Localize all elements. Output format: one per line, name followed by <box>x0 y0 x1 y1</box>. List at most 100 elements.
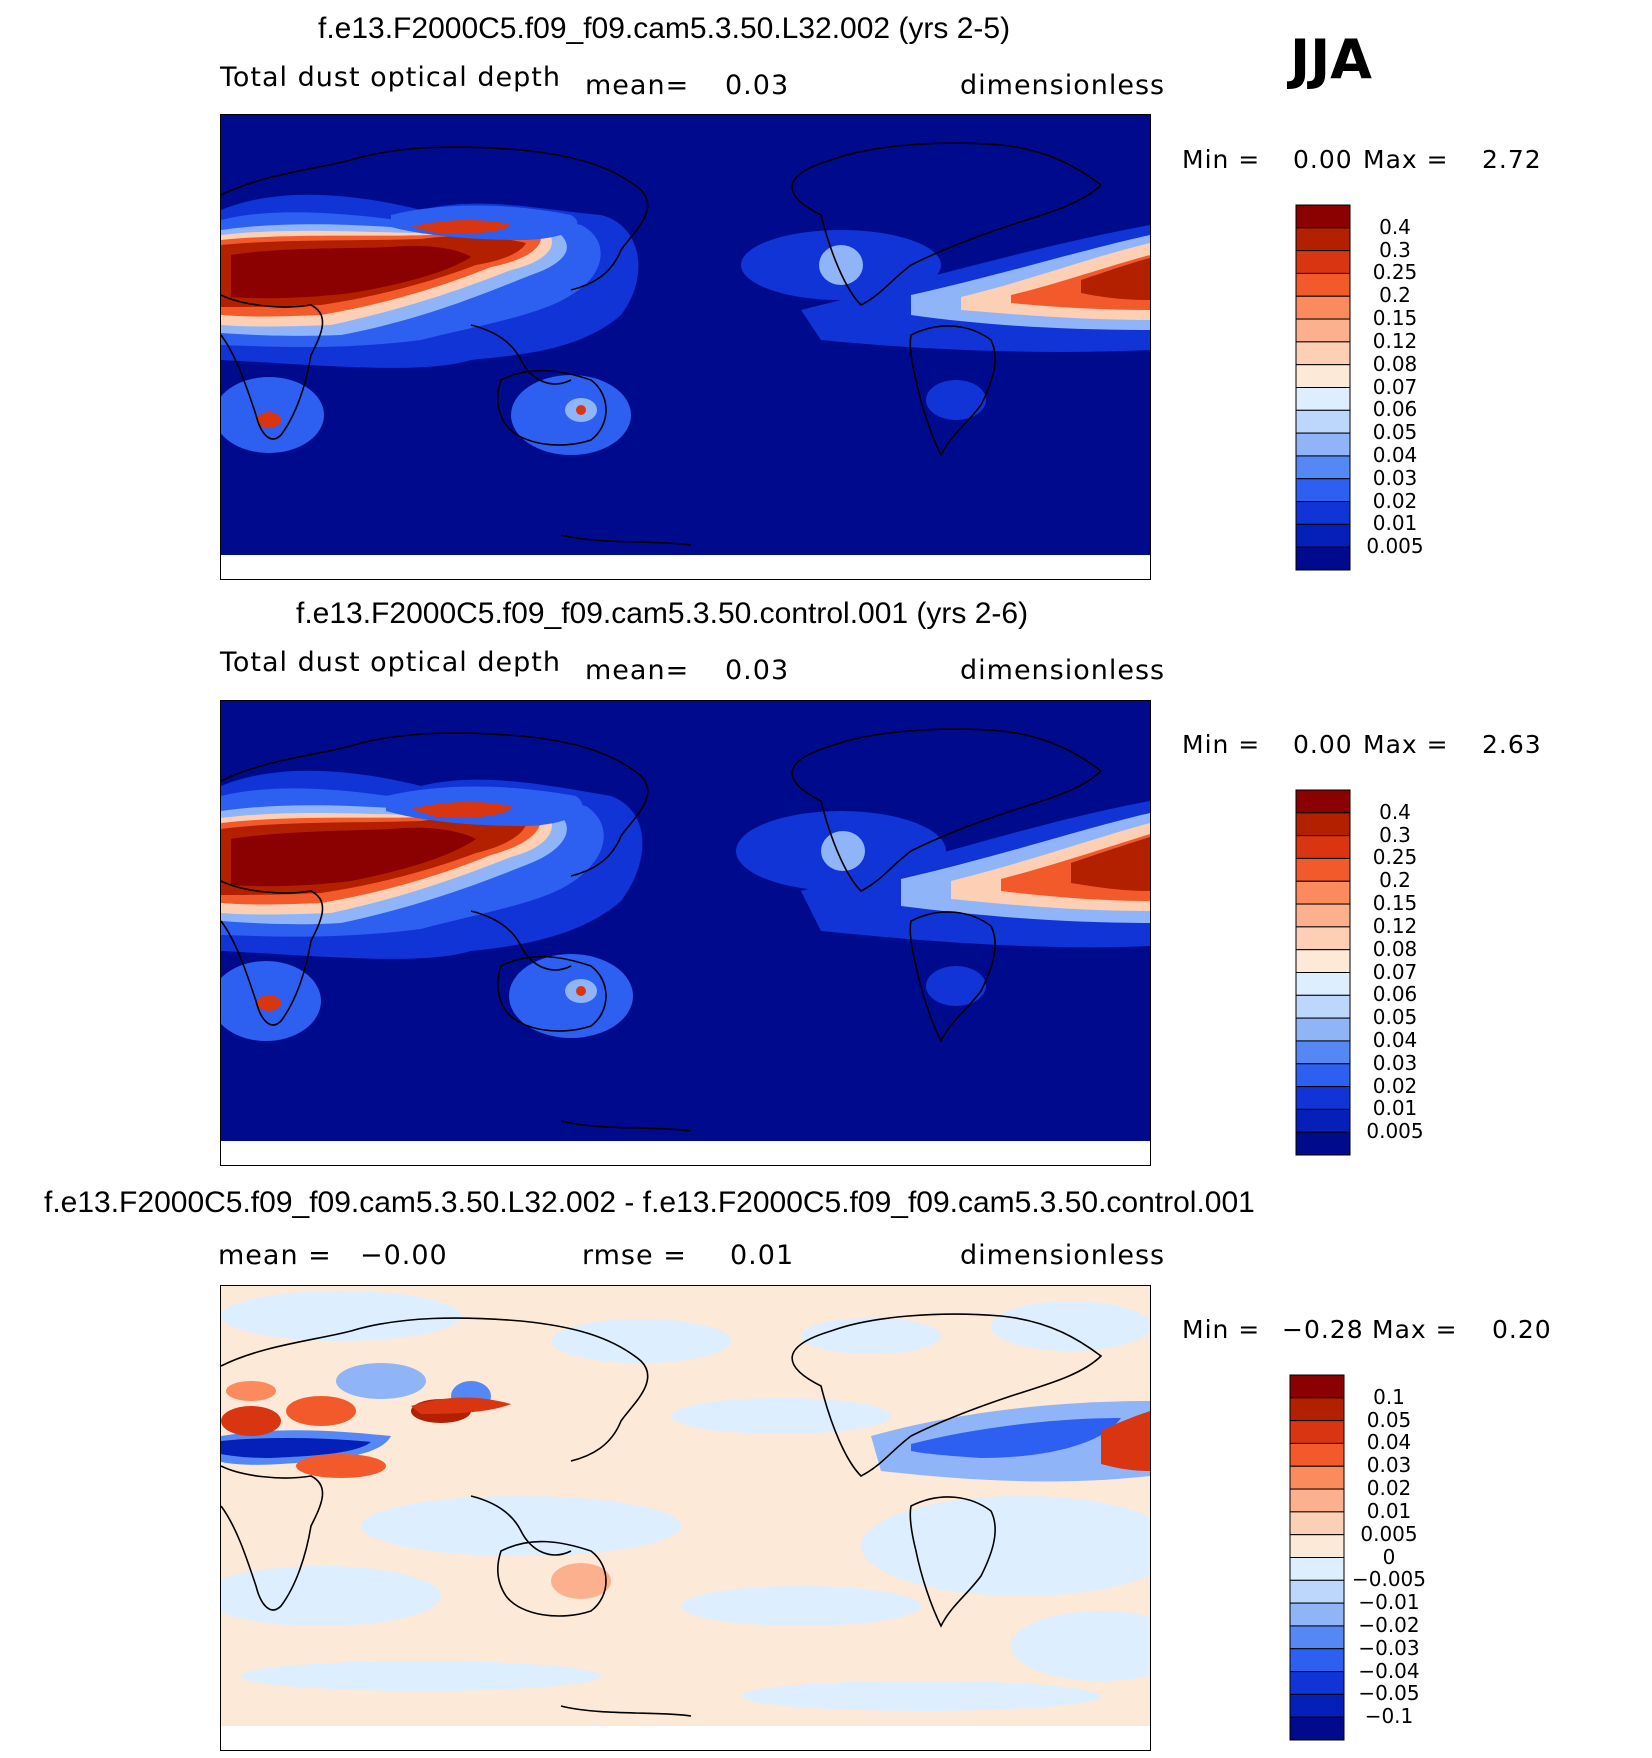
colorbar-swatch <box>1295 250 1351 274</box>
panel-2-title: f.e13.F2000C5.f09_f09.cam5.3.50.control.… <box>296 597 1029 630</box>
panel-1-title: f.e13.F2000C5.f09_f09.cam5.3.50.L32.002 … <box>318 12 1011 45</box>
colorbar-swatch <box>1295 546 1351 571</box>
panel-1-australia-peak <box>576 405 586 415</box>
colorbar-level-label: 0.25 <box>1372 260 1418 285</box>
colorbar-level-label: 0.08 <box>1372 351 1418 376</box>
colorbar-swatch <box>1295 227 1351 252</box>
colorbar-swatch <box>1289 1625 1345 1650</box>
panel-1-min-value: 0.00 <box>1293 145 1353 174</box>
colorbar-swatch <box>1295 364 1351 388</box>
panel-2-min-label: Min = <box>1182 730 1261 759</box>
panel-1-min-label: Min = <box>1182 145 1261 174</box>
colorbar-level-label: −0.03 <box>1358 1635 1420 1660</box>
panel-3-positive-4 <box>296 1454 386 1478</box>
panel-2-plume-core <box>231 827 476 887</box>
colorbar-level-label: 0.04 <box>1366 1430 1412 1455</box>
colorbar-swatch <box>1295 295 1351 320</box>
panel-1-namerica-core <box>819 245 863 285</box>
colorbar-level-label: 0.02 <box>1372 488 1418 513</box>
colorbar-level-label: 0.3 <box>1379 237 1411 262</box>
panel-3-atlantic-positive <box>1101 1411 1150 1471</box>
colorbar-level-label: 0.2 <box>1379 283 1411 308</box>
panel-3-title: f.e13.F2000C5.f09_f09.cam5.3.50.L32.002 … <box>44 1186 1255 1219</box>
colorbar-swatch <box>1289 1557 1345 1581</box>
colorbar-level-label: −0.04 <box>1358 1658 1420 1683</box>
colorbar-swatch <box>1295 455 1351 480</box>
colorbar-level-label: 0.03 <box>1372 1050 1418 1075</box>
colorbar-swatch <box>1289 1534 1345 1558</box>
colorbar-swatch <box>1295 341 1351 366</box>
colorbar-swatch <box>1295 1063 1351 1088</box>
panel-3-negative-small <box>221 1291 1150 1711</box>
colorbar-swatch <box>1289 1602 1345 1627</box>
colorbar-swatch <box>1289 1716 1345 1741</box>
colorbar-level-label: 0.15 <box>1372 891 1418 916</box>
colorbar-level-label: 0.05 <box>1372 1005 1418 1030</box>
panel-2-min-value: 0.00 <box>1293 730 1353 759</box>
colorbar-level-label: −0.05 <box>1358 1681 1420 1706</box>
colorbar-swatch <box>1295 835 1351 859</box>
panel-2-australia-peak <box>576 986 586 996</box>
panel-2-gobi-core <box>411 802 513 818</box>
panel-2-mean-label: mean= <box>585 655 690 686</box>
panel-3-max-value: 0.20 <box>1492 1315 1552 1344</box>
colorbar-swatch <box>1289 1648 1345 1673</box>
colorbar-swatch <box>1295 880 1351 905</box>
panel-1-max-label: Max = <box>1363 145 1449 174</box>
panel-3-gobi-positive <box>411 1397 511 1414</box>
colorbar-level-label: 0.4 <box>1379 799 1411 824</box>
colorbar-level-label: 0.3 <box>1379 822 1411 847</box>
panel-2-map <box>220 700 1151 1166</box>
colorbar-swatch <box>1289 1397 1345 1422</box>
panel-3-min-label: Min = <box>1182 1315 1261 1344</box>
colorbar-swatch <box>1289 1442 1345 1467</box>
season-label: JJA <box>1290 28 1372 91</box>
colorbar-level-label: 0.02 <box>1372 1073 1418 1098</box>
panel-2-colorbar: 0.4 0.3 0.25 0.2 0.15 0.12 0.08 0.07 0.06 0.05 0.0… <box>1295 789 1424 1156</box>
colorbar-level-label: 0.4 <box>1379 214 1411 239</box>
colorbar-swatch <box>1295 204 1351 229</box>
colorbar-level-label: −0.1 <box>1364 1704 1414 1729</box>
panel-3-colorbar: 0.1 0.05 0.04 0.03 0.02 0.01 0.005 0 −0.005 −0.01… <box>1289 1374 1426 1741</box>
colorbar-level-label: 0.03 <box>1372 465 1418 490</box>
colorbar-swatch <box>1289 1579 1345 1604</box>
colorbar-swatch <box>1289 1488 1345 1513</box>
panel-1-units: dimensionless <box>960 70 1166 101</box>
panel-3-asia-negative <box>336 1363 426 1399</box>
panel-1-mean-value: 0.03 <box>725 70 790 101</box>
panel-3-mean-label: mean = <box>218 1240 332 1271</box>
panel-2-units: dimensionless <box>960 655 1166 686</box>
colorbar-swatch <box>1289 1374 1345 1399</box>
colorbar-level-label: 0.12 <box>1372 328 1418 353</box>
colorbar-swatch <box>1295 318 1351 343</box>
colorbar-swatch <box>1295 432 1351 457</box>
colorbar-level-label: 0.01 <box>1372 511 1418 536</box>
colorbar-swatch <box>1295 1086 1351 1110</box>
colorbar-swatch <box>1289 1420 1345 1444</box>
colorbar-swatch <box>1289 1671 1345 1695</box>
colorbar-level-label: 0.07 <box>1372 959 1418 984</box>
colorbar-swatch <box>1289 1693 1345 1718</box>
colorbar-swatch <box>1295 926 1351 951</box>
colorbar-swatch <box>1295 409 1351 434</box>
colorbar-level-label: 0.03 <box>1366 1453 1412 1478</box>
colorbar-swatch <box>1295 523 1351 548</box>
colorbar-swatch <box>1295 1131 1351 1156</box>
panel-2-antarctic-blank <box>221 1141 1150 1165</box>
panel-3-units: dimensionless <box>960 1240 1166 1271</box>
colorbar-level-label: 0.05 <box>1372 420 1418 445</box>
panel-1-colorbar: 0.4 0.3 0.25 0.2 0.15 0.12 0.08 0.07 0.06 0.05 0.0… <box>1295 204 1424 571</box>
colorbar-level-label: 0.06 <box>1372 397 1418 422</box>
colorbar-level-label: 0.06 <box>1372 982 1418 1007</box>
colorbar-swatch <box>1295 1108 1351 1133</box>
panel-2-variable: Total dust optical depth <box>220 647 561 678</box>
panel-3-antarctic-blank <box>221 1726 1150 1750</box>
panel-2-max-label: Max = <box>1363 730 1449 759</box>
panel-3-atlantic-negative-core <box>911 1418 1121 1458</box>
colorbar-swatch <box>1295 972 1351 996</box>
panel-1-variable: Total dust optical depth <box>220 62 561 93</box>
colorbar-level-label: 0.1 <box>1373 1384 1405 1409</box>
colorbar-swatch <box>1295 789 1351 814</box>
panel-3-rmse-value: 0.01 <box>730 1240 795 1271</box>
colorbar-swatch <box>1295 994 1351 1019</box>
